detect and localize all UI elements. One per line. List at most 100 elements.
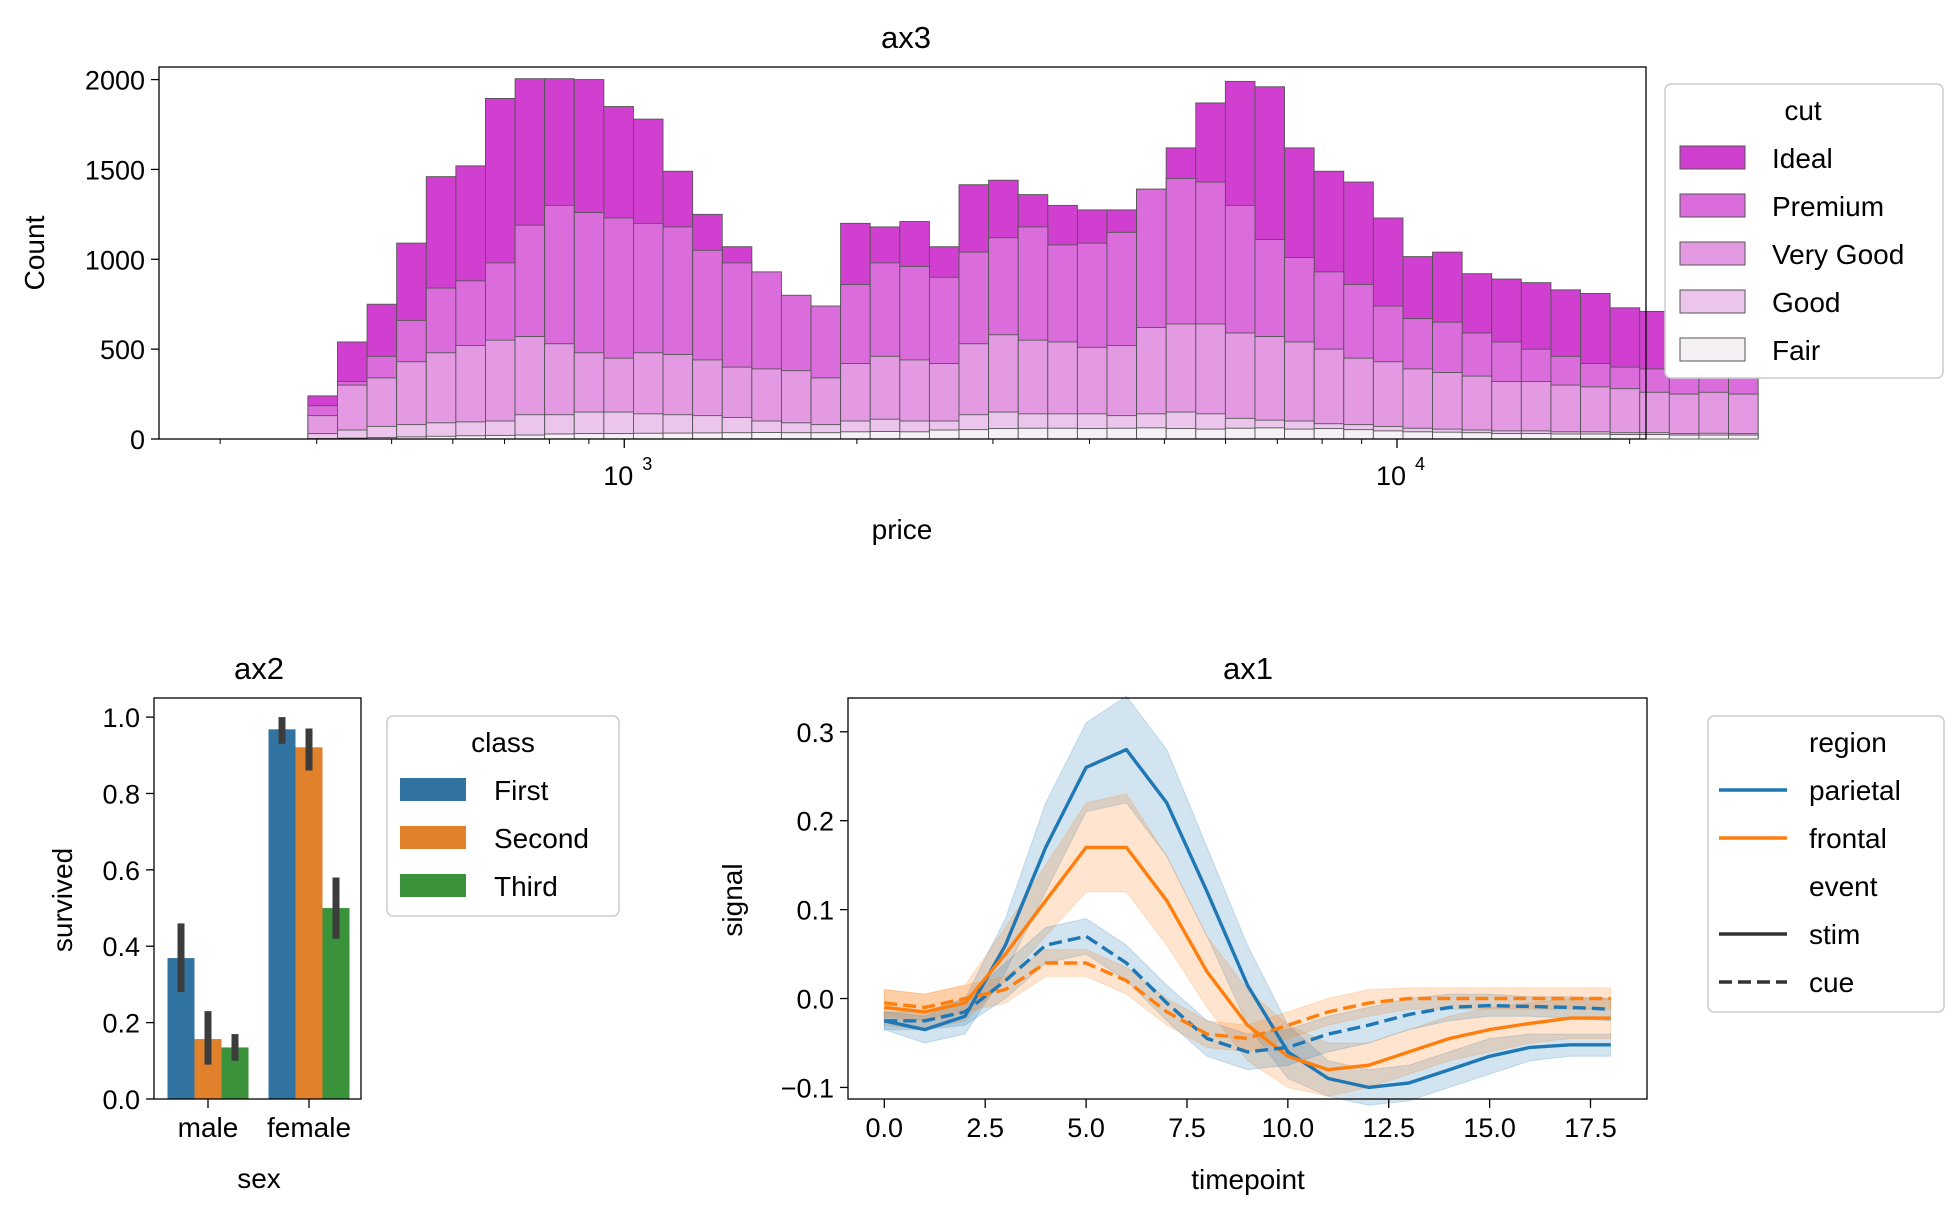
ax3-bar-very-good (1728, 393, 1759, 440)
ax3-bar-fair (751, 432, 782, 440)
ax3-bar-fair (869, 431, 901, 440)
ax1-frame (847, 697, 1648, 1100)
ax3-ytick-label: 1500 (85, 155, 145, 185)
ax2-ytick-label: 0.4 (102, 932, 140, 962)
ax3-bar-fair (1076, 428, 1108, 440)
ax3-legend-swatch (1679, 193, 1746, 218)
ax3-bar-fair (1284, 428, 1315, 440)
ax3-xtick-exponent: 4 (1415, 454, 1425, 474)
ax2-bar-third (322, 908, 350, 1099)
ax2-xtick-label: male (178, 1112, 239, 1143)
ax3-ylabel: Count (19, 215, 50, 290)
ax3-bar-fair (1668, 434, 1700, 440)
ax2-xlabel: sex (237, 1163, 281, 1194)
ax1-legend: region parietal frontal event stim cue (1707, 715, 1945, 1013)
ax1-xtick-label: 12.5 (1362, 1113, 1415, 1143)
ax3-bar-fair (958, 429, 990, 440)
ax3-legend-swatch (1679, 241, 1746, 266)
ax2-xtick-label: female (267, 1112, 351, 1143)
ax3-bar-fair (988, 428, 1019, 440)
ax1-legend-style-title: event (1809, 871, 1878, 902)
ax3-legend-title: cut (1784, 95, 1822, 126)
ax3-legend-items: Ideal Premium Very Good Good Fair (1679, 143, 1904, 366)
ax1-xtick-label: 7.5 (1168, 1113, 1206, 1143)
ax3-legend-label: Ideal (1772, 143, 1833, 174)
ax3-bar-very-good (1402, 368, 1433, 440)
ax1-legend-label: parietal (1809, 775, 1901, 806)
ax1-ytick-label: 0.3 (796, 718, 834, 748)
ax3-bar-fair (928, 429, 960, 440)
ax2-legend-items: First Second Third (400, 775, 589, 902)
ax1-ytick-label: −0.1 (781, 1073, 834, 1103)
ax1-ylabel: signal (717, 863, 748, 936)
ax1-legend-hue-title: region (1809, 727, 1887, 758)
ax2-legend-swatch (400, 778, 466, 801)
ax2-ytick-label: 0.0 (102, 1085, 140, 1115)
ax3-xlabel: price (872, 514, 933, 545)
ax2-bar-second (295, 747, 323, 1099)
ax2-ytick-label: 0.8 (102, 779, 140, 809)
ax3-legend-frame (1664, 83, 1944, 379)
ax3-bar-fair (810, 432, 842, 440)
ax1-xtick-label: 17.5 (1564, 1113, 1617, 1143)
ax1-ci-band-parietal-stim (883, 695, 1612, 1106)
ax2-panel: ax2 0.0 0.2 0.4 0.6 0.8 1.0 male female sex su… (47, 651, 620, 1194)
ax1-legend-items: region parietal frontal event stim cue (1719, 727, 1901, 998)
ax3-bar-very-good (1639, 391, 1670, 440)
ax3-bar-fair (1017, 427, 1049, 440)
ax3-bar-very-good (1550, 384, 1581, 440)
ax3-x-axis: 10 3 10 4 (219, 439, 1631, 491)
ax1-line-frontal-stim (884, 845, 1611, 1072)
ax3-bar-fair (1550, 433, 1581, 440)
ax3-bar-fair (1461, 432, 1493, 440)
ax2-legend-swatch (400, 826, 466, 849)
ax3-bar-fair (1491, 433, 1522, 440)
ax3-bar-fair (1136, 427, 1167, 440)
ax3-bar-very-good (1698, 391, 1729, 440)
ax3-bar-fair (1432, 431, 1463, 440)
ax1-xtick-label: 5.0 (1067, 1113, 1105, 1143)
ax1-legend-label: stim (1809, 919, 1860, 950)
ax3-legend-label: Fair (1772, 335, 1820, 366)
ax3-bar-fair (1402, 431, 1433, 440)
ax2-bars (167, 717, 350, 1099)
ax1-line-parietal-stim (883, 747, 1611, 1090)
ax3-bar-fair (721, 432, 753, 440)
ax2-legend-label: Second (494, 823, 589, 854)
ax2-legend-label: First (494, 775, 549, 806)
ax3-bar-fair (1106, 427, 1138, 440)
ax3-bar-fair (780, 432, 812, 440)
ax3-bar-fair (603, 433, 634, 440)
ax2-y-axis: 0.0 0.2 0.4 0.6 0.8 1.0 (102, 703, 154, 1115)
ax3-bar-very-good (1491, 381, 1522, 440)
ax1-line-parietal-cue (884, 934, 1611, 1054)
ax3-bar-fair (899, 431, 930, 440)
ax3-bar-fair (1609, 434, 1641, 440)
ax3-bar-fair (544, 433, 575, 440)
ax3-legend-label: Premium (1772, 191, 1884, 222)
ax1-xlabel: timepoint (1191, 1164, 1305, 1195)
ax3-bar-fair (1520, 433, 1552, 440)
ax3-ytick-label: 1000 (85, 245, 145, 275)
ax3-bar-fair (1343, 429, 1374, 440)
ax2-legend-label: Third (494, 871, 558, 902)
ax3-bar-fair (1254, 427, 1286, 440)
ax3-xtick-exponent: 3 (642, 454, 652, 474)
ax3-bars (307, 78, 1759, 440)
ax3-title: ax3 (881, 20, 931, 55)
ax1-x-axis: 0.0 2.5 5.0 7.5 10.0 12.5 15.0 17.5 (866, 1099, 1617, 1143)
ax3-bar-very-good (1520, 381, 1552, 440)
ax2-x-axis: male female (178, 1099, 351, 1143)
ax1-ytick-label: 0.0 (796, 985, 834, 1015)
ax3-ytick-label: 2000 (85, 66, 145, 96)
ax1-xtick-label: 2.5 (966, 1113, 1004, 1143)
ax3-bar-fair (1698, 434, 1729, 440)
ax3-frame (158, 66, 1647, 440)
ax3-bar-fair (840, 431, 871, 440)
ax1-ci-band-frontal-stim (883, 793, 1612, 1097)
ax3-bar-fair (1313, 428, 1345, 440)
ax3-bar-fair (692, 432, 723, 440)
ax3-bar-fair (573, 433, 605, 440)
ax2-ytick-label: 1.0 (102, 703, 140, 733)
